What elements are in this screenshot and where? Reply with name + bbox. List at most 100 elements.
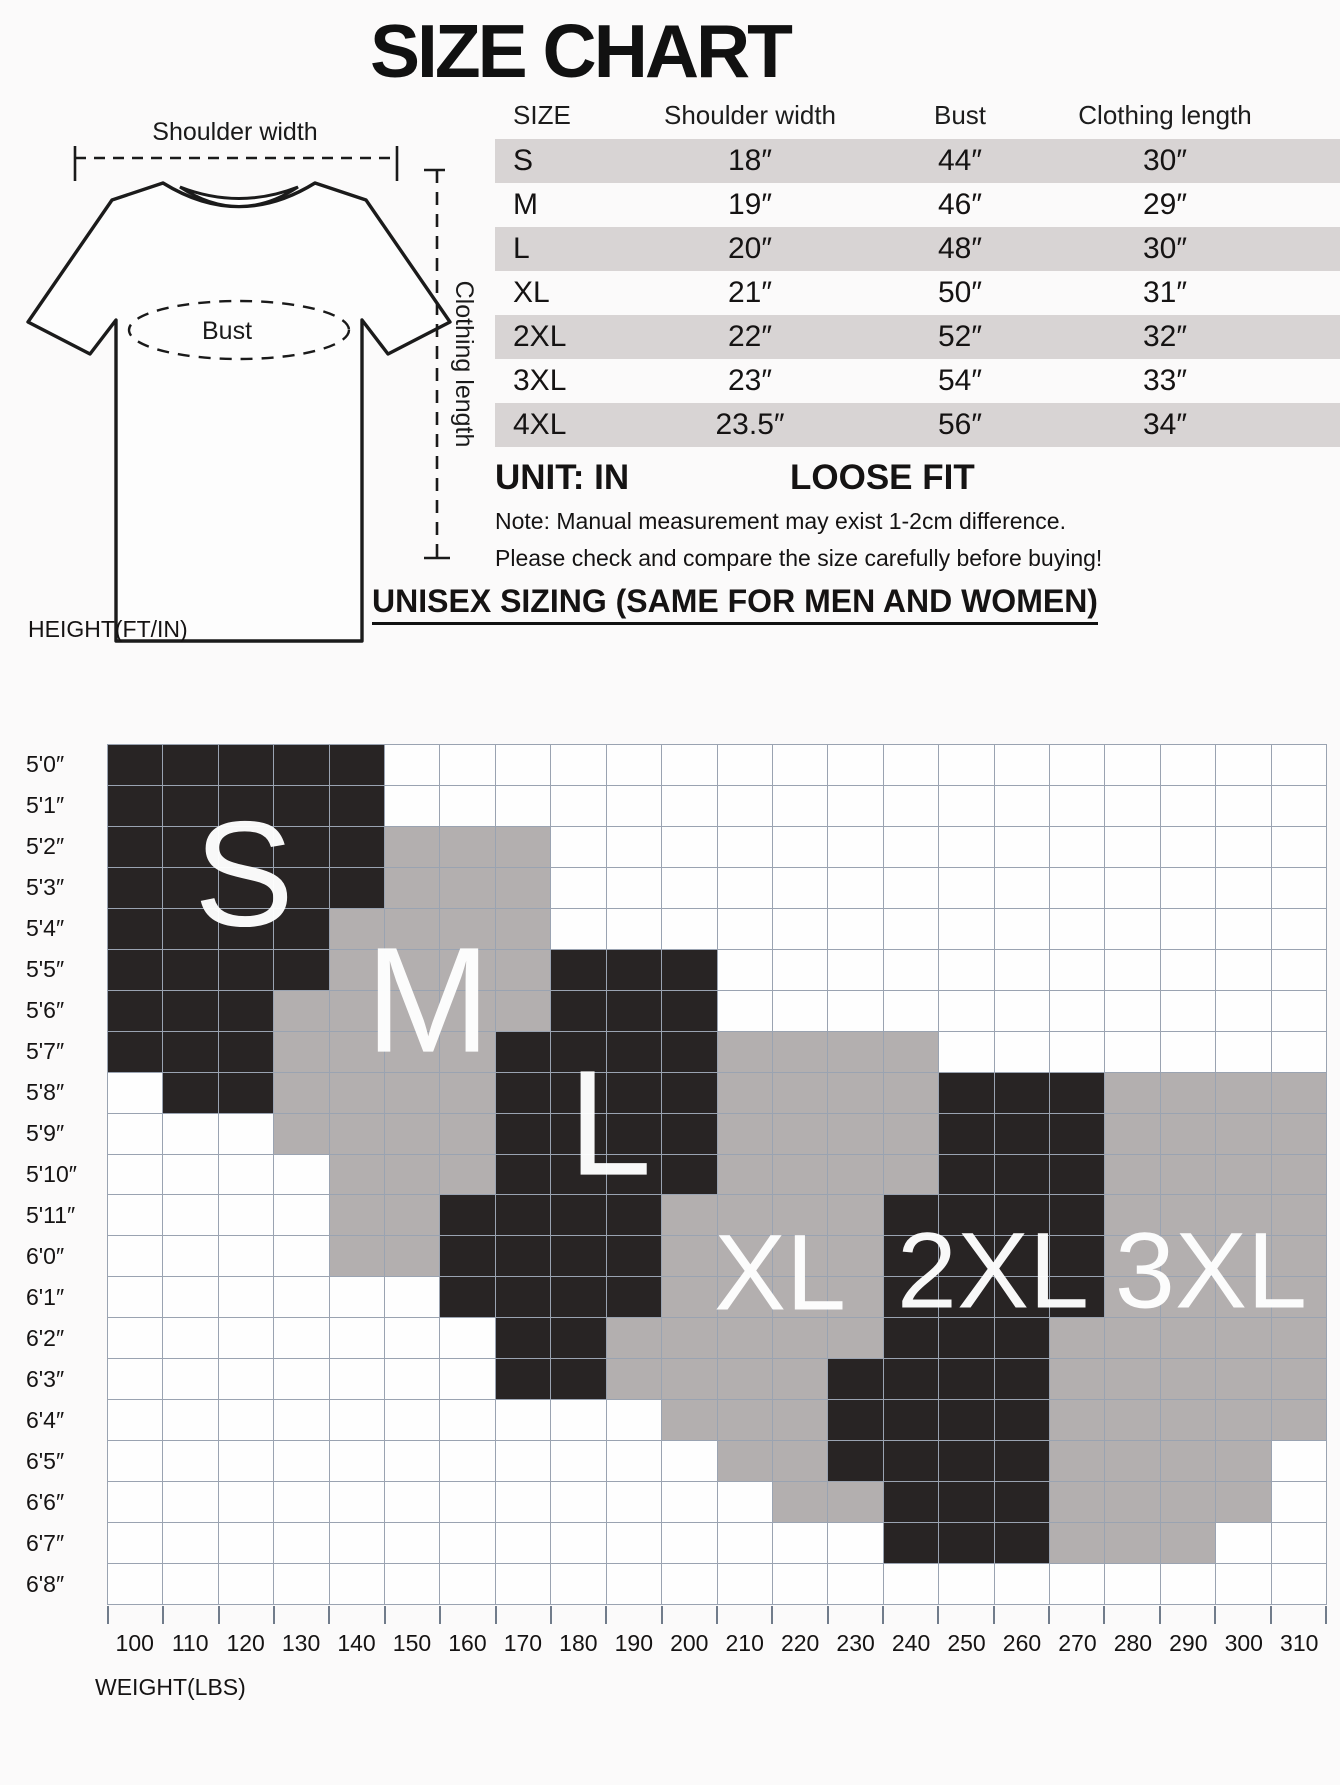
grid-cell-white <box>994 1031 1049 1072</box>
grid-cell-white <box>495 1400 551 1441</box>
grid-cell-white <box>994 745 1049 785</box>
grid-cell-gray <box>1216 1400 1271 1441</box>
grid-cell-white <box>440 1359 495 1400</box>
grid-cell-white <box>828 826 883 867</box>
grid-cell-gray <box>717 1031 772 1072</box>
grid-cell-gray <box>1160 1482 1216 1523</box>
grid-cell-white <box>385 745 440 785</box>
grid-cell-white <box>163 1318 218 1359</box>
cell: 2XL <box>513 320 567 353</box>
grid-cell-gray <box>883 1113 939 1154</box>
size-zone-label-2xl: 2XL <box>896 1209 1090 1331</box>
grid-cell-black <box>163 990 218 1031</box>
grid-cell-gray <box>1216 1236 1271 1277</box>
cell: 3XL <box>513 364 567 397</box>
weight-tick-label: 140 <box>337 1630 376 1656</box>
grid-cell-gray <box>440 1113 495 1154</box>
grid-cell-gray <box>1105 1277 1160 1318</box>
grid-cell-gray <box>772 1318 828 1359</box>
grid-cell-black <box>440 1236 495 1277</box>
grid-cell-white <box>717 1523 772 1564</box>
grid-cell-white <box>939 1564 994 1604</box>
grid-cell-gray <box>662 1277 717 1318</box>
grid-cell-gray <box>1160 1318 1216 1359</box>
grid-cell-gray <box>772 1400 828 1441</box>
weight-tick <box>937 1606 992 1624</box>
height-tick-label: 5'10″ <box>26 1161 77 1187</box>
grid-cell-white <box>606 867 662 908</box>
grid-cell-white <box>385 1318 440 1359</box>
grid-cell-black <box>551 990 606 1031</box>
grid-cell-black <box>994 1359 1049 1400</box>
grid-cell-black <box>939 1318 994 1359</box>
cell: 32″ <box>1143 320 1187 353</box>
grid-cell-white <box>440 1441 495 1482</box>
grid-cell-gray <box>329 949 385 990</box>
grid-cell-gray <box>1271 1400 1326 1441</box>
grid-cell-gray <box>717 1400 772 1441</box>
grid-cell-black <box>994 1154 1049 1195</box>
grid-cell-gray <box>1160 1195 1216 1236</box>
grid-cell-white <box>274 1482 329 1523</box>
grid-cell-black <box>495 1195 551 1236</box>
grid-cell-white <box>1271 990 1326 1031</box>
grid-cell-black <box>662 1154 717 1195</box>
grid-cell-white <box>329 1482 385 1523</box>
cell: 22″ <box>728 320 772 353</box>
grid-cell-black <box>1049 1113 1105 1154</box>
grid-cell-gray <box>1216 1482 1271 1523</box>
grid-cell-black <box>108 745 163 785</box>
size-table-rows: S 18″ 44″ 30″ M 19″ 46″ 29″ L 20″ 48″ 30″ XL 21″ 50″ 31… <box>495 139 1340 447</box>
grid-cell-black <box>606 1031 662 1072</box>
grid-cell-gray <box>329 1236 385 1277</box>
grid-cell-white <box>1216 867 1271 908</box>
weight-tick <box>1269 1606 1327 1624</box>
tshirt-outline <box>26 181 452 643</box>
grid-cell-white <box>662 826 717 867</box>
grid-cell-black <box>1049 1195 1105 1236</box>
grid-cell-black <box>939 1482 994 1523</box>
grid-cell-white <box>274 1154 329 1195</box>
weight-tick <box>605 1606 660 1624</box>
grid-cell-gray <box>772 1482 828 1523</box>
weight-tick <box>715 1606 771 1624</box>
grid-cell-gray <box>1049 1359 1105 1400</box>
cell: 19″ <box>728 188 772 221</box>
grid-cell-black <box>495 1236 551 1277</box>
grid-cell-white <box>551 908 606 949</box>
cell: 56″ <box>938 408 982 441</box>
grid-cell-gray <box>495 867 551 908</box>
grid-cell-white <box>1271 1031 1326 1072</box>
grid-cell-white <box>717 826 772 867</box>
grid-cell-gray <box>1160 1072 1216 1113</box>
weight-tick <box>107 1606 162 1624</box>
grid-cell-gray <box>385 990 440 1031</box>
grid-cell-white <box>1049 745 1105 785</box>
grid-cell-white <box>1271 949 1326 990</box>
grid-cell-gray <box>772 1441 828 1482</box>
grid-cell-gray <box>1160 1400 1216 1441</box>
grid-cell-gray <box>1271 1072 1326 1113</box>
grid-cell-white <box>828 745 883 785</box>
grid-cell-white <box>1160 1031 1216 1072</box>
weight-tick-label: 190 <box>614 1630 653 1656</box>
grid-cell-gray <box>329 1195 385 1236</box>
grid-cell-white <box>717 908 772 949</box>
weight-tick <box>549 1606 605 1624</box>
grid-cell-white <box>772 1564 828 1604</box>
bust-ellipse <box>127 299 351 361</box>
grid-cell-black <box>218 785 274 826</box>
grid-cell-gray <box>385 1195 440 1236</box>
grid-cell-white <box>440 745 495 785</box>
grid-cell-gray <box>329 1113 385 1154</box>
grid-cell-white <box>551 1400 606 1441</box>
grid-cell-gray <box>828 1236 883 1277</box>
grid-cell-white <box>994 867 1049 908</box>
unit-label: UNIT: IN <box>495 458 630 497</box>
grid-cell-black <box>163 1031 218 1072</box>
height-tick-labels: 5'0″ 5'1″ 5'2″ 5'3″ 5'4″ 5'5″ 5'6″ 5'7″ 5'8″ 5'9″… <box>26 744 104 1605</box>
grid-cell-white <box>551 867 606 908</box>
grid-cell-gray <box>662 1400 717 1441</box>
grid-cell-black <box>883 1277 939 1318</box>
height-tick-label: 6'4″ <box>26 1407 65 1433</box>
